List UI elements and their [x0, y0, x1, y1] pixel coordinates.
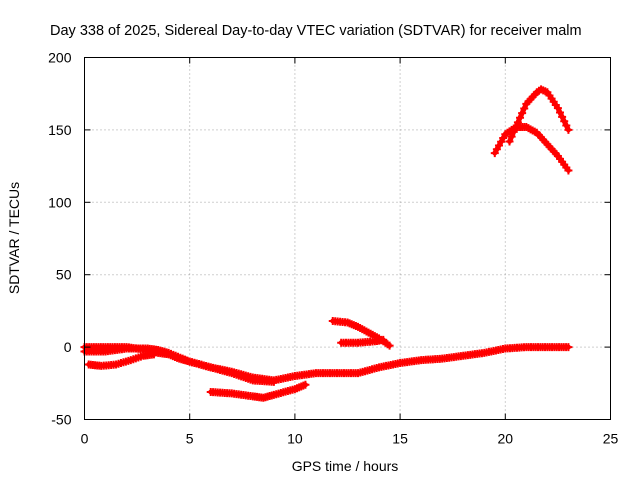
x-tick-label: 0 — [81, 431, 89, 447]
data-point — [511, 123, 520, 132]
data-point — [301, 380, 310, 389]
data-point — [564, 125, 573, 134]
data-point — [520, 104, 529, 113]
x-axis-label: GPS time / hours — [292, 458, 399, 474]
x-tick-label: 25 — [603, 431, 619, 447]
data-point — [564, 343, 573, 352]
data-point — [516, 113, 525, 122]
x-tick-label: 5 — [186, 431, 194, 447]
y-tick-label: 0 — [64, 339, 72, 355]
plot-frame — [84, 57, 611, 420]
y-axis-label: SDTVAR / TECUs — [6, 182, 22, 294]
y-tick-label: 50 — [56, 267, 72, 283]
tick-layer: 0 5 10 15 20 25 -50 0 50 100 150 200 — [48, 50, 618, 447]
data-point — [518, 109, 527, 118]
y-tick-label: 100 — [48, 194, 72, 210]
data-point — [269, 377, 278, 386]
series-track-3 — [84, 350, 158, 370]
y-tick-label: -50 — [51, 412, 71, 428]
y-tick-label: 150 — [48, 122, 72, 138]
data-point — [507, 132, 516, 141]
data-point — [149, 350, 158, 359]
series-track-8 — [505, 85, 573, 146]
data-point — [553, 104, 562, 113]
x-tick-label: 15 — [392, 431, 408, 447]
series-track-7 — [490, 123, 573, 175]
series-track-2 — [80, 344, 278, 386]
series-track-6 — [337, 335, 388, 347]
data-point — [558, 112, 567, 121]
data-point — [560, 117, 569, 126]
data-layer — [80, 85, 573, 402]
series-track-4 — [206, 380, 310, 402]
x-tick-label: 20 — [498, 431, 514, 447]
x-tick-label: 10 — [287, 431, 303, 447]
data-point — [564, 166, 573, 175]
data-point — [509, 127, 518, 136]
grid-layer — [84, 57, 611, 420]
data-point — [505, 137, 514, 146]
data-point — [385, 341, 394, 350]
data-point — [513, 118, 522, 127]
y-tick-label: 200 — [48, 50, 72, 66]
data-point — [556, 108, 565, 117]
data-point — [379, 335, 388, 344]
chart-title: Day 338 of 2025, Sidereal Day-to-day VTE… — [50, 23, 582, 39]
data-point — [562, 121, 571, 130]
